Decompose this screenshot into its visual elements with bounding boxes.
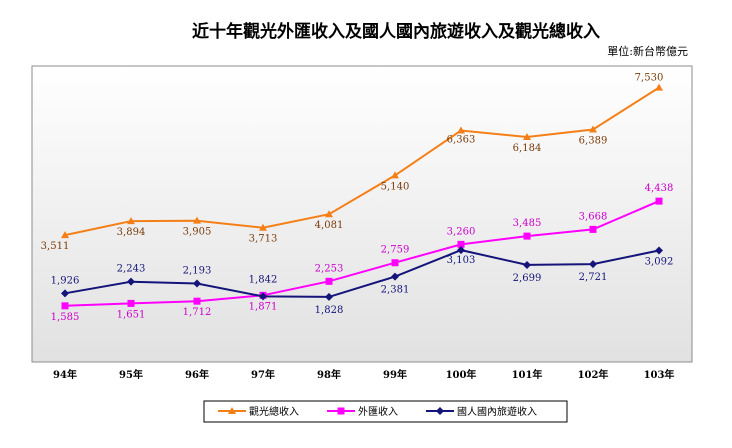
data-point [193,297,201,305]
data-label: 2,243 [117,264,146,275]
legend-box [203,400,568,423]
plot-area [31,65,693,363]
data-point [589,125,597,133]
data-point [61,231,69,239]
data-point [61,289,69,298]
x-tick-label: 94年 [53,368,77,381]
data-point [61,302,69,310]
data-point [259,223,267,231]
data-point [193,216,201,224]
data-point [391,272,399,281]
data-point [127,277,135,286]
legend-label: 觀光總收入 [249,405,299,418]
data-point [127,217,135,225]
series-layer [61,83,663,310]
data-point [655,83,663,91]
data-label: 1,651 [117,309,146,320]
chart-title: 近十年觀光外匯收入及國人國內旅遊收入及觀光總收入 [192,21,600,42]
legend-marker [436,407,444,415]
data-label: 2,381 [381,285,410,296]
data-label: 3,485 [513,218,542,229]
data-label: 1,585 [51,312,80,323]
data-label: 1,712 [183,307,212,318]
legend-label: 國人國內旅遊收入 [457,405,537,418]
x-tick-label: 99年 [383,368,407,381]
data-label: 3,260 [447,226,476,237]
data-label: 7,530 [635,73,664,84]
data-label: 1,828 [315,305,344,316]
x-tick-label: 97年 [251,368,275,381]
data-point [457,240,465,248]
x-tick-label: 95年 [119,368,143,381]
legend: 觀光總收入 外匯收入 國人國內旅遊收入 [203,400,568,423]
x-tick-label: 98年 [317,368,341,381]
data-label: 2,253 [315,263,344,274]
data-label: 6,363 [447,134,476,145]
data-label: 3,905 [183,227,212,238]
data-label: 3,092 [645,257,674,268]
unit-label: 單位:新台幣億元 [607,44,688,58]
data-point [259,292,267,301]
data-point [457,126,465,134]
data-point [523,260,531,269]
data-label: 2,759 [381,245,410,256]
x-tick-label: 102年 [578,368,609,381]
data-label: 3,103 [447,255,476,266]
data-label: 1,926 [51,275,80,286]
data-label: 3,894 [117,227,146,238]
data-point [523,232,531,240]
data-label: 6,389 [579,136,608,147]
data-label: 3,511 [41,241,70,252]
data-label: 5,140 [381,181,410,192]
data-point [325,292,333,301]
legend-marker [228,407,236,414]
x-tick-label: 96年 [185,368,209,381]
legend-label: 外匯收入 [358,405,398,418]
data-label: 2,721 [579,272,608,283]
data-point [127,299,135,307]
data-label: 3,713 [249,234,278,245]
data-labels: 3,511 3,894 3,905 3,713 4,081 5,140 6,363 6,184… [41,73,674,323]
series-line [64,249,660,298]
data-label: 1,871 [249,301,278,312]
data-label: 2,699 [513,273,542,284]
x-tick-label: 101年 [512,368,543,381]
data-point [655,197,663,205]
data-point [457,246,465,255]
x-axis-ticks: 94年 95年 96年 97年 98年 99年 100年 101年 102年 103年 [53,368,674,381]
data-label: 2,193 [183,266,212,277]
data-point [325,210,333,218]
data-point [391,171,399,179]
data-point [523,133,531,141]
legend-items: 觀光總收入 外匯收入 國人國內旅遊收入 [218,405,537,418]
data-label: 6,184 [513,143,542,154]
data-point [391,259,399,267]
data-point [325,277,333,285]
data-point [655,246,663,255]
data-point [589,260,597,269]
data-label: 4,081 [315,220,344,231]
data-label: 3,668 [579,211,608,222]
series-line [64,200,660,307]
legend-marker [337,407,345,415]
series-line [64,86,660,237]
data-label: 4,438 [645,183,674,194]
data-label: 1,842 [249,274,278,285]
x-tick-label: 100年 [446,368,477,381]
data-point [589,225,597,233]
data-point [193,279,201,288]
x-tick-label: 103年 [644,368,675,381]
